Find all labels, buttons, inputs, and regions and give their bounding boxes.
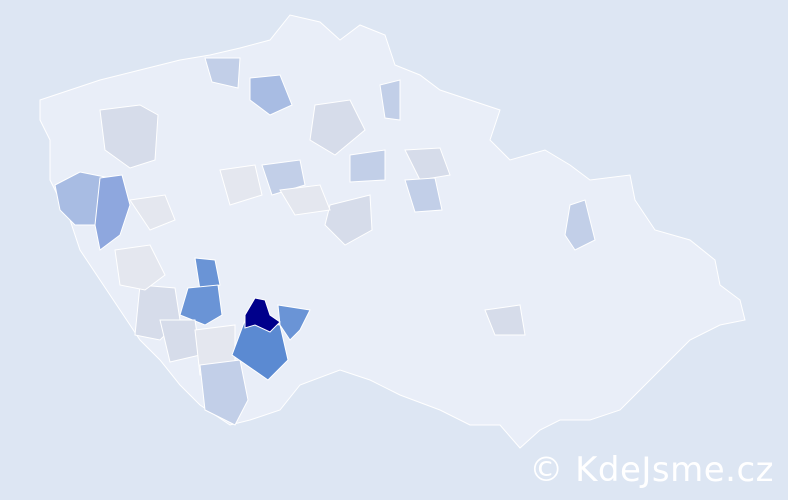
district-region[interactable] xyxy=(324,194,373,246)
district-region[interactable] xyxy=(484,304,526,336)
district-region[interactable] xyxy=(99,104,159,169)
district-region[interactable] xyxy=(244,297,281,333)
watermark: © KdeJsme.cz xyxy=(529,450,774,490)
district-region[interactable] xyxy=(179,284,223,326)
district-region[interactable] xyxy=(309,99,366,156)
country-outline xyxy=(39,14,746,449)
district-region[interactable] xyxy=(204,57,241,89)
district-region[interactable] xyxy=(199,359,249,426)
district-region[interactable] xyxy=(249,74,293,116)
district-region[interactable] xyxy=(564,199,596,251)
district-region[interactable] xyxy=(349,149,386,183)
district-region[interactable] xyxy=(404,177,443,213)
district-region[interactable] xyxy=(114,244,166,291)
district-region[interactable] xyxy=(379,79,401,121)
district-region[interactable] xyxy=(279,184,331,216)
district-region[interactable] xyxy=(129,194,176,231)
district-region[interactable] xyxy=(194,257,221,291)
district-region[interactable] xyxy=(404,147,451,181)
district-region[interactable] xyxy=(261,159,306,196)
district-region[interactable] xyxy=(94,174,131,251)
district-region[interactable] xyxy=(219,164,263,206)
